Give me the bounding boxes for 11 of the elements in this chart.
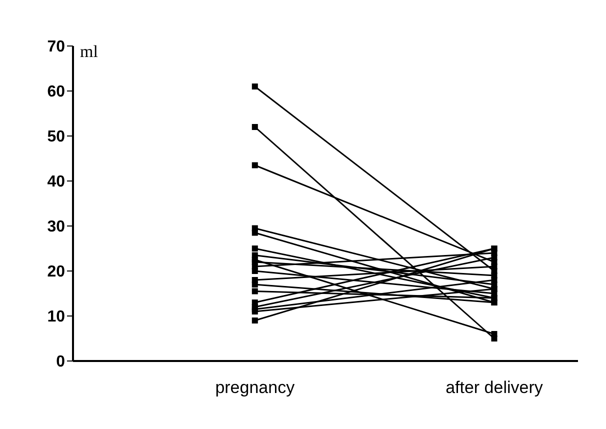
x-tick-label: pregnancy — [215, 378, 296, 398]
y-tick-label: 50 — [47, 128, 66, 146]
y-axis-title: ml — [80, 42, 98, 62]
y-tick-label: 10 — [47, 308, 66, 326]
y-tick-label: 30 — [47, 218, 66, 236]
y-tick-label: 70 — [47, 38, 66, 56]
y-tick-label: 60 — [47, 84, 66, 101]
y-tick-label: 0 — [56, 354, 66, 371]
y-tick-label: 40 — [47, 174, 66, 191]
x-tick-label: after delivery — [446, 378, 544, 398]
y-tick-label: 20 — [47, 264, 66, 281]
